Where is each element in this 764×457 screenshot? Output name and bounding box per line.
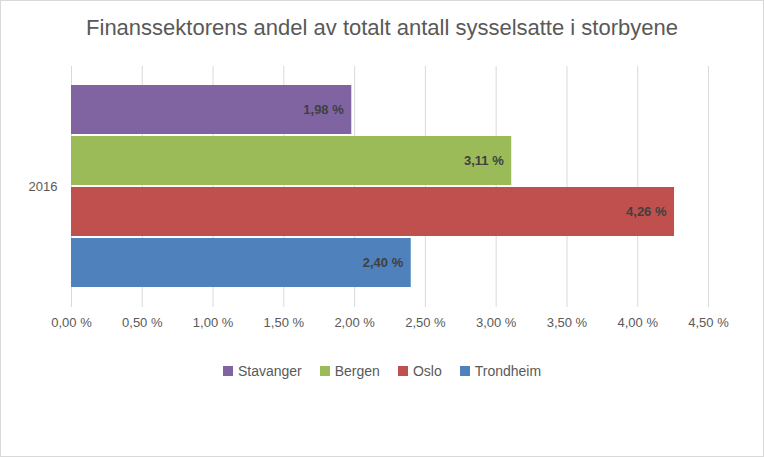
svg-text:4,50 %: 4,50 % <box>688 315 729 330</box>
svg-text:1,98 %: 1,98 % <box>303 102 344 117</box>
svg-text:2016: 2016 <box>29 179 58 194</box>
html-text:Oslo: Oslo <box>412 363 442 379</box>
html-text:Finanssektorens andel av total: Finanssektorens andel av totalt antall s… <box>86 15 678 40</box>
svg-text:3,11 %: 3,11 % <box>464 153 504 168</box>
html-text:Bergen: Bergen <box>334 363 380 379</box>
html-text:Trondheim: Trondheim <box>474 363 542 379</box>
svg-text:2,40 %: 2,40 % <box>363 255 404 270</box>
svg-text:2,50 %: 2,50 % <box>405 315 446 330</box>
svg-text:4,26 %: 4,26 % <box>626 204 667 219</box>
svg-text:1,00 %: 1,00 % <box>193 315 234 330</box>
svg-text:1,50 %: 1,50 % <box>264 315 305 330</box>
svg-text:3,00 %: 3,00 % <box>476 315 517 330</box>
svg-text:3,50 %: 3,50 % <box>547 315 588 330</box>
svg-text:0,00 %: 0,00 % <box>51 315 92 330</box>
html-text:Stavanger: Stavanger <box>237 363 302 379</box>
svg-text:4,00 %: 4,00 % <box>617 315 658 330</box>
svg-text:0,50 %: 0,50 % <box>122 315 163 330</box>
svg-text:2,00 %: 2,00 % <box>334 315 375 330</box>
